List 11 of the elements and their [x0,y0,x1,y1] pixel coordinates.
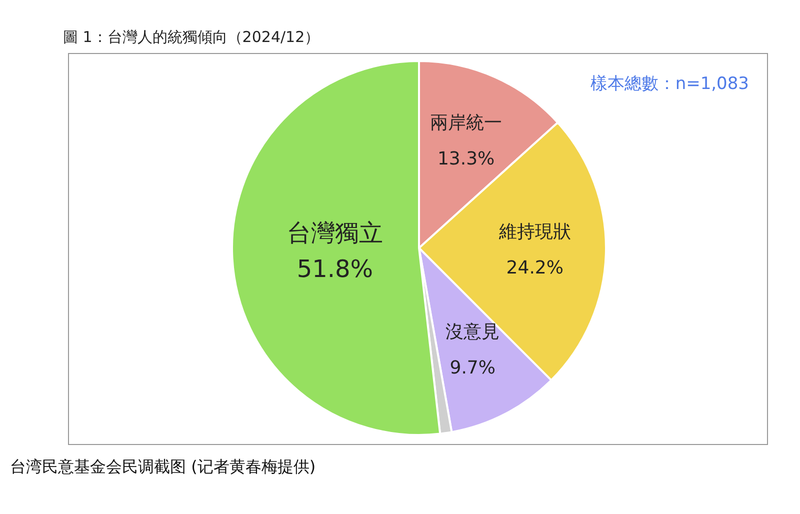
slice-label: 台灣獨立 [286,218,383,247]
slice-label: 兩岸統一 [430,112,502,134]
slice-label: 沒意見 [446,321,500,342]
data-label: 51.8% [296,254,374,283]
data-label: 24.2% [506,258,564,279]
data-label: 9.7% [450,357,496,378]
data-label: 13.3% [437,148,495,170]
chart-title: 圖 1：台灣人的統獨傾向（2024/12） [63,28,321,47]
slice-label: 維持現狀 [498,222,571,243]
text: 台湾民意基金会民调截图 (记者黄春梅提供) [10,457,317,478]
text: 樣本總數：n=1,083 [590,73,749,95]
